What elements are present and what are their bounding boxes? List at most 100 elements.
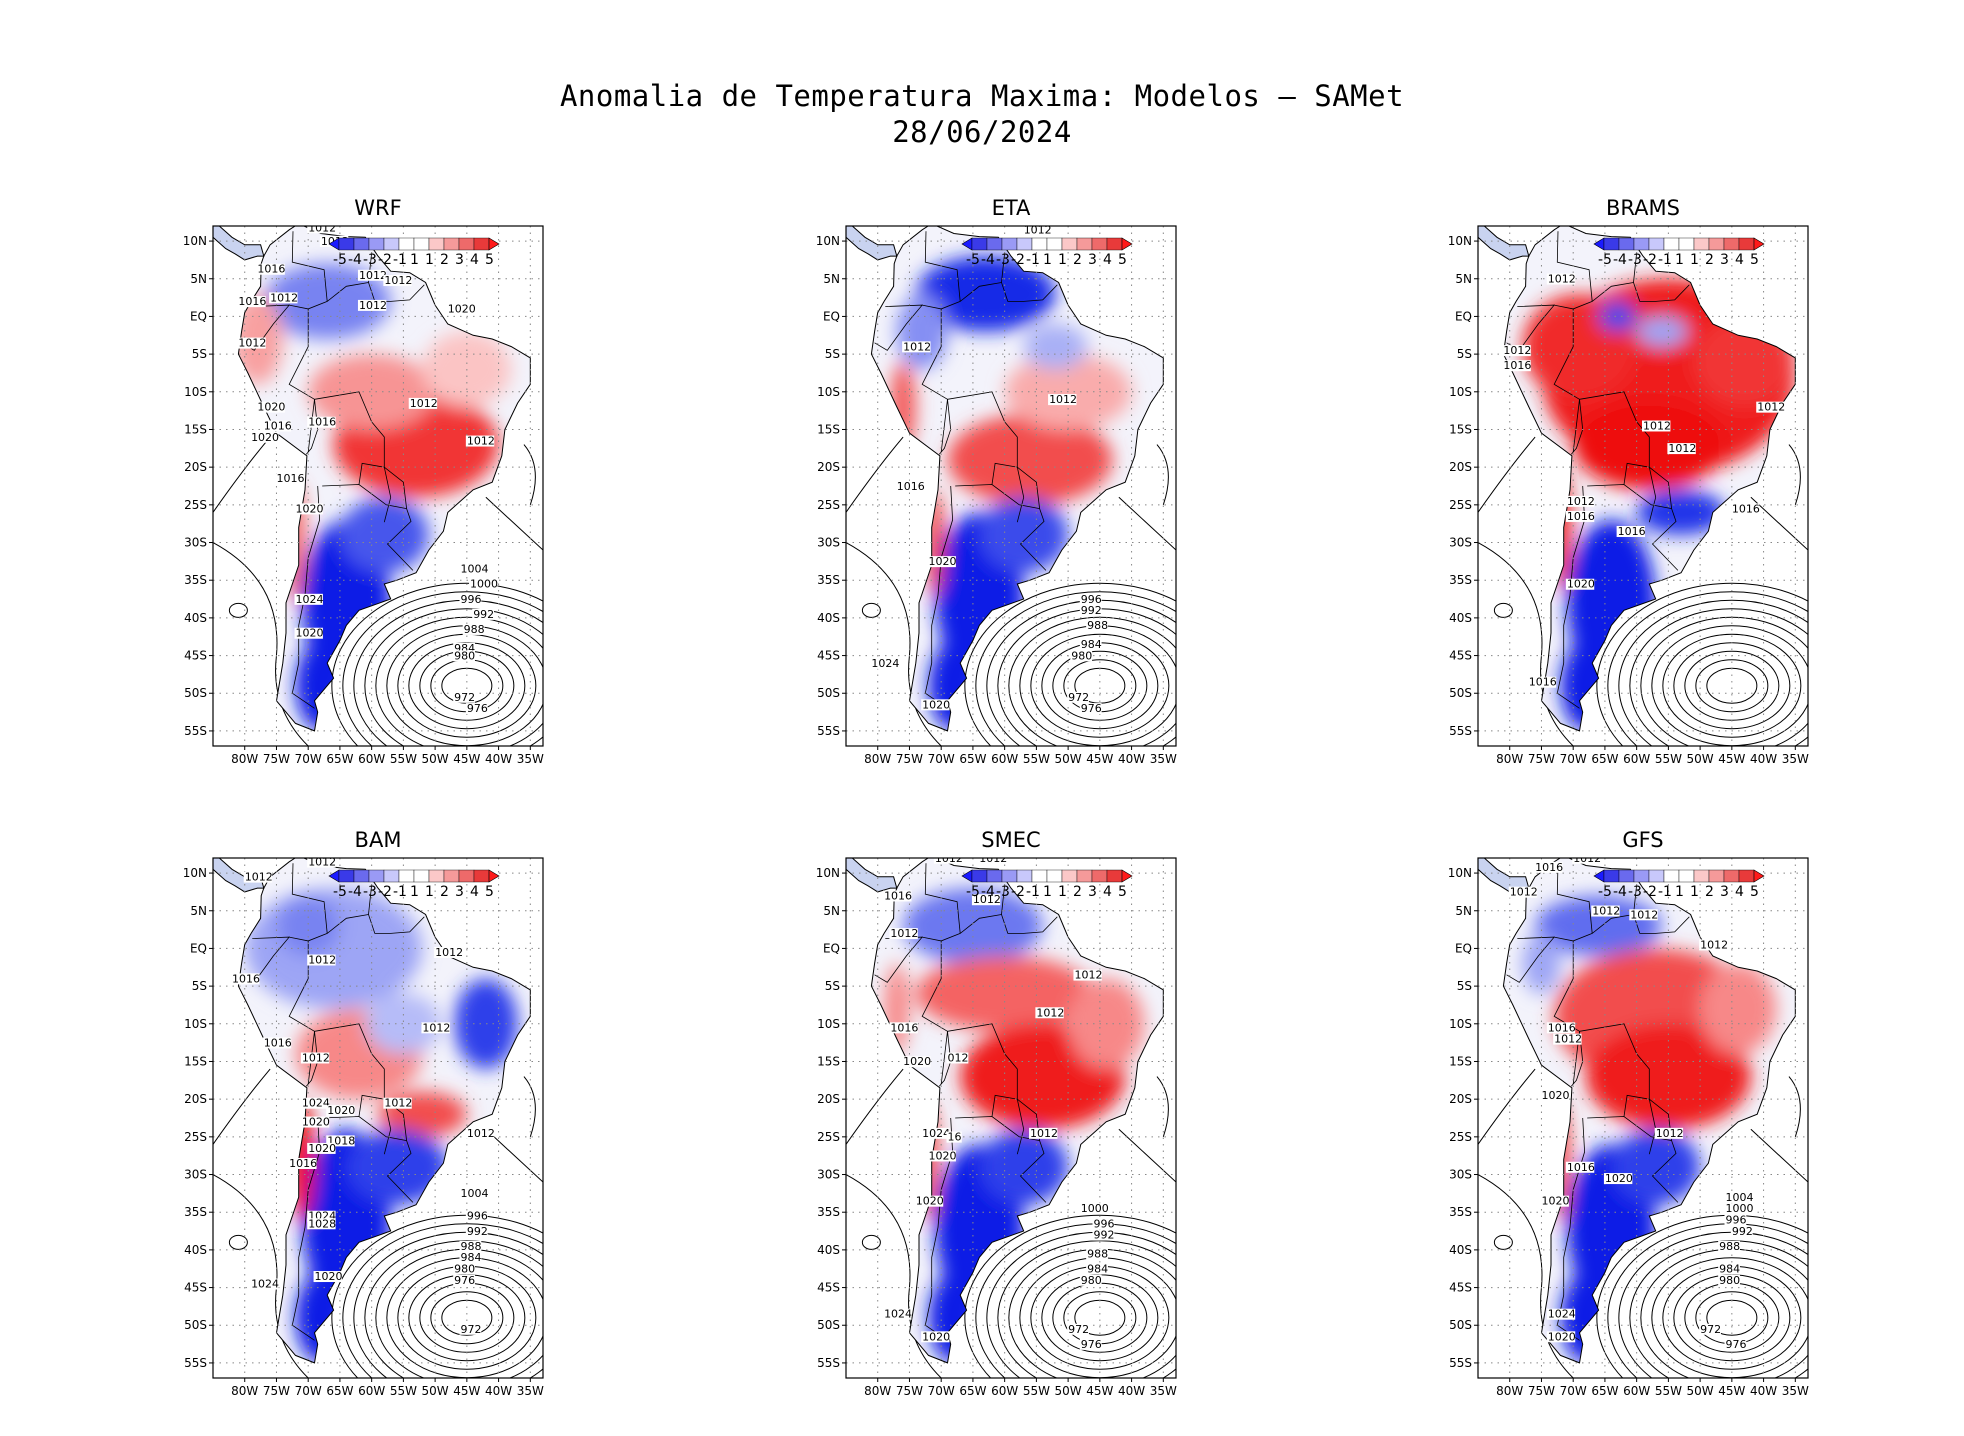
isobar-label: 1020 (1546, 1330, 1576, 1343)
svg-text:1012: 1012 (1503, 344, 1531, 357)
country-border (358, 1094, 385, 1117)
colorbar-label: 5 (485, 252, 494, 268)
isobar-label: 1012 (408, 397, 438, 410)
colorbar-label: 2 (440, 884, 449, 900)
svg-text:1012: 1012 (1757, 401, 1785, 414)
lon-label: 55W (1655, 1384, 1682, 1398)
isobar-label: 992 (465, 1225, 488, 1238)
isobar-label: 996 (465, 1210, 488, 1223)
isobar-label: 1012 (300, 1051, 330, 1064)
warm-anomaly-area (1700, 963, 1777, 1054)
warm-anomaly-area (884, 963, 910, 1054)
colorbar-label: 3 (1088, 252, 1097, 268)
isobar-label: 1012 (889, 927, 918, 940)
svg-text:1020: 1020 (327, 1104, 355, 1117)
cold-anomaly-area (454, 978, 518, 1070)
isobar-line (1788, 1076, 1801, 1138)
lon-label: 75W (263, 752, 290, 766)
lon-label: 75W (1528, 752, 1555, 766)
colorbar-cell (1031, 237, 1048, 251)
lon-label: 50W (1055, 1384, 1082, 1398)
isobar-label: 972 (1699, 1323, 1721, 1336)
country-border (1556, 485, 1586, 709)
colorbar-label: -3 (1628, 252, 1642, 268)
map-frame (212, 225, 544, 747)
isobar-label: 984 (1079, 638, 1102, 651)
isobar-label: 1016 (1534, 861, 1563, 874)
svg-text:1020: 1020 (315, 1270, 343, 1283)
lon-label: 40W (485, 1384, 512, 1398)
svg-text:1012: 1012 (903, 340, 931, 353)
lat-label: 25S (817, 498, 840, 512)
isobar-line (975, 591, 1176, 746)
colorbar-cell (1708, 237, 1725, 251)
lat-label: 40S (817, 611, 840, 625)
lat-label: 10N (816, 234, 840, 248)
lat-label: 45S (1449, 649, 1472, 663)
country-border (938, 399, 952, 455)
isobar-label: 976 (465, 702, 488, 715)
svg-text:1016: 1016 (1535, 861, 1563, 874)
country-border (947, 1023, 1047, 1203)
isobar-label: 1012 (1508, 886, 1538, 899)
colorbar-label: 2 (1073, 884, 1082, 900)
colorbar-cell (1603, 237, 1620, 251)
lat-label: 45S (1449, 1281, 1472, 1295)
lon-label: 40W (485, 752, 512, 766)
lon-label: 45W (1718, 752, 1745, 766)
lat-label: 5S (192, 347, 207, 361)
colorbar-label: -4 (1613, 252, 1627, 268)
panel-title-gfs: GFS (1622, 828, 1664, 852)
country-border (368, 884, 425, 934)
svg-text:1012: 1012 (1510, 886, 1538, 899)
svg-text:1012: 1012 (973, 893, 1001, 906)
warm-anomaly-area (1549, 467, 1572, 588)
colorbar-arrow-high (1753, 869, 1765, 883)
isobar-label: 1012 (307, 221, 336, 234)
lat-label: 40S (184, 611, 207, 625)
panel-title-wrf: WRF (354, 196, 402, 220)
isobar-label: 1020 (914, 1195, 944, 1208)
panel-title-smec: SMEC (981, 828, 1041, 852)
colorbar-cell (353, 869, 370, 883)
svg-text:1016: 1016 (1529, 676, 1557, 689)
isobar-label: 1016 (256, 263, 285, 276)
lon-label: 60W (991, 752, 1018, 766)
isobar-label: 1012 (1642, 419, 1671, 432)
lat-label: 10N (1448, 866, 1472, 880)
isobar-label: 1012 (307, 954, 336, 967)
isobar-label: 1012 (1073, 969, 1102, 982)
country-border (938, 1031, 952, 1087)
isobar-label: 1016 (1546, 1021, 1576, 1034)
colorbar-label: 5 (1750, 884, 1759, 900)
svg-text:1016: 1016 (289, 1157, 317, 1170)
colorbar-cell (1648, 237, 1665, 251)
svg-text:1012: 1012 (1024, 224, 1052, 237)
colorbar-cell (1693, 869, 1710, 883)
lon-label: 65W (1591, 1384, 1618, 1398)
isobar-label: 976 (1079, 1338, 1102, 1351)
svg-text:1012: 1012 (1592, 905, 1620, 918)
colorbar-cell (1061, 237, 1078, 251)
isobar-line (1156, 444, 1169, 506)
svg-text:972: 972 (1068, 691, 1089, 704)
cold-anomaly-area (903, 888, 1043, 964)
lat-label: 35S (817, 573, 840, 587)
lon-label: 35W (1150, 1384, 1177, 1398)
cold-anomaly-area (1598, 301, 1637, 332)
svg-text:980: 980 (1719, 1274, 1740, 1287)
lon-label: 35W (1150, 752, 1177, 766)
svg-text:1016: 1016 (238, 295, 266, 308)
colorbar-label: 3 (1720, 252, 1729, 268)
country-border (921, 308, 948, 453)
map-panel-eta: 1012101210121016101210209969929889849801… (816, 224, 1177, 766)
colorbar-cell (1723, 869, 1740, 883)
colorbar-label: 2 (440, 252, 449, 268)
colorbar-cell (1001, 237, 1018, 251)
svg-text:1012: 1012 (238, 337, 266, 350)
lon-label: 75W (1528, 1384, 1555, 1398)
isobar-line (997, 1240, 1176, 1378)
isobar-label: 1012 (434, 946, 463, 959)
svg-text:1024: 1024 (922, 1127, 950, 1140)
svg-text:1012: 1012 (308, 221, 336, 234)
